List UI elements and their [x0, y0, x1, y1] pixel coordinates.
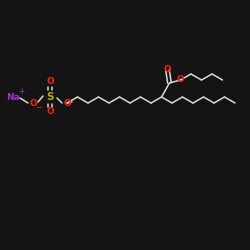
Text: Na: Na — [6, 92, 20, 102]
Text: O: O — [164, 66, 172, 74]
Text: +: + — [18, 88, 24, 96]
Text: O: O — [63, 98, 71, 108]
Text: −: − — [35, 104, 41, 112]
Text: O: O — [176, 76, 184, 84]
Text: O: O — [46, 108, 54, 116]
Text: S: S — [46, 92, 54, 102]
Text: O: O — [46, 78, 54, 86]
Text: O: O — [29, 98, 37, 108]
